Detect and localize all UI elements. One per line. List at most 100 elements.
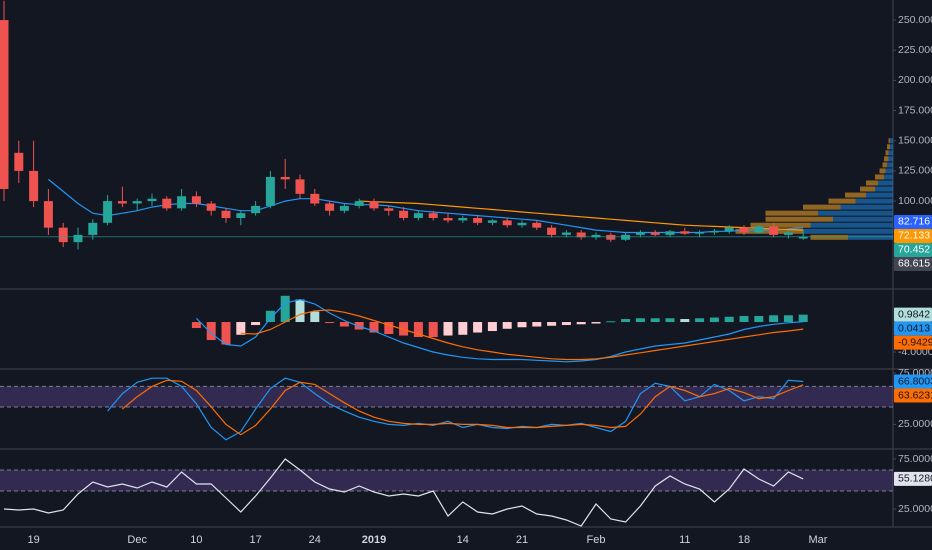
- value-box: [894, 307, 932, 322]
- candle-body: [591, 234, 601, 238]
- candle-body: [29, 170, 39, 202]
- candle-body: [399, 210, 409, 218]
- histogram-bar: [251, 322, 261, 326]
- candle-body: [206, 203, 216, 211]
- candle-body: [769, 226, 779, 235]
- histogram-bar: [413, 322, 423, 338]
- histogram-bar: [591, 322, 601, 324]
- volume-profile-up: [810, 222, 893, 228]
- histogram-bar: [724, 316, 734, 323]
- volume-profile-down: [882, 162, 887, 168]
- candle-body: [665, 231, 675, 235]
- x-tick-label: Dec: [127, 534, 147, 546]
- histogram-bar: [739, 316, 749, 323]
- histogram-bar: [265, 310, 275, 323]
- x-tick-label: 2019: [362, 534, 386, 546]
- histogram-bar: [487, 322, 497, 332]
- histogram-bar: [369, 322, 379, 333]
- value-box-label: 72.133: [898, 230, 930, 242]
- candle-body: [473, 217, 483, 223]
- histogram-bar: [502, 322, 512, 329]
- histogram-bar: [191, 322, 201, 329]
- volume-profile-up: [887, 162, 893, 168]
- x-tick-label: 17: [249, 534, 261, 546]
- histogram-bar: [517, 322, 527, 328]
- candle-body: [532, 222, 542, 228]
- candle-body: [73, 234, 83, 243]
- volume-profile-down: [860, 186, 875, 192]
- histogram-bar: [325, 322, 335, 324]
- value-box: [894, 242, 932, 257]
- y-tick-label: 150.000: [898, 135, 932, 147]
- candle-body: [413, 213, 423, 218]
- candle-body: [680, 231, 690, 234]
- value-box: [894, 214, 932, 229]
- candle-body: [576, 232, 586, 238]
- candle-body: [798, 236, 808, 239]
- candle-body: [295, 179, 305, 194]
- indicator-line: [195, 298, 804, 363]
- candle-body: [354, 201, 364, 206]
- volume-profile-up: [878, 180, 893, 186]
- candle-body: [221, 210, 231, 218]
- volume-profile-down: [810, 234, 848, 240]
- histogram-bar: [295, 299, 305, 323]
- histogram-bar: [221, 322, 231, 345]
- candle-body: [162, 198, 172, 209]
- candle-body: [739, 227, 749, 233]
- volume-profile-down: [884, 156, 889, 162]
- candle-body: [783, 232, 793, 235]
- volume-profile-down: [845, 192, 866, 198]
- y-tick-label: 100.000: [898, 195, 932, 207]
- x-tick-label: 10: [190, 534, 202, 546]
- value-box: [894, 335, 932, 350]
- x-tick-label: 11: [679, 534, 690, 546]
- value-box: [894, 388, 932, 403]
- volume-profile-up: [833, 216, 893, 222]
- value-box-label: 0.9842: [898, 308, 930, 320]
- histogram-bar: [754, 316, 764, 323]
- x-tick-label: 24: [309, 534, 321, 546]
- volume-profile-down: [765, 216, 833, 222]
- volume-profile-up: [888, 156, 893, 162]
- histogram-bar: [428, 322, 438, 338]
- candle-body: [547, 227, 557, 235]
- volume-profile-down: [885, 150, 889, 156]
- x-tick-label: 18: [738, 534, 750, 546]
- histogram-bar: [695, 318, 705, 323]
- value-box: [894, 321, 932, 336]
- candle-body: [487, 220, 497, 223]
- histogram-bar: [206, 322, 216, 341]
- histogram-bar: [547, 322, 557, 326]
- histogram-bar: [384, 322, 394, 335]
- value-box: [894, 374, 932, 389]
- candle-body: [265, 176, 275, 206]
- value-box-label: 55.1280: [898, 473, 932, 485]
- value-box-label: 68.615: [898, 258, 930, 270]
- volume-profile-up: [885, 168, 893, 174]
- candle-body: [606, 234, 616, 240]
- candle-body: [709, 231, 719, 233]
- candle-body: [621, 234, 631, 240]
- candle-body: [754, 226, 764, 233]
- value-box-label: 0.0413: [898, 322, 930, 334]
- candle-body: [443, 217, 453, 221]
- y-tick-label: 175.000: [898, 104, 932, 116]
- histogram-bar: [561, 322, 571, 326]
- candle-body: [325, 203, 335, 211]
- volume-profile-down: [888, 138, 890, 144]
- volume-profile-up: [848, 234, 893, 240]
- band-fill: [0, 470, 893, 491]
- histogram-bar: [280, 295, 290, 323]
- volume-profile-down: [828, 198, 856, 204]
- candle-body: [339, 205, 349, 211]
- x-tick-label: 21: [516, 534, 528, 546]
- candle-body: [236, 213, 246, 218]
- x-tick-label: Feb: [587, 534, 606, 546]
- histogram-bar: [532, 322, 542, 327]
- pane-borders: [0, 0, 932, 528]
- volume-profile-up: [803, 228, 893, 234]
- volume-profile-up: [890, 144, 893, 150]
